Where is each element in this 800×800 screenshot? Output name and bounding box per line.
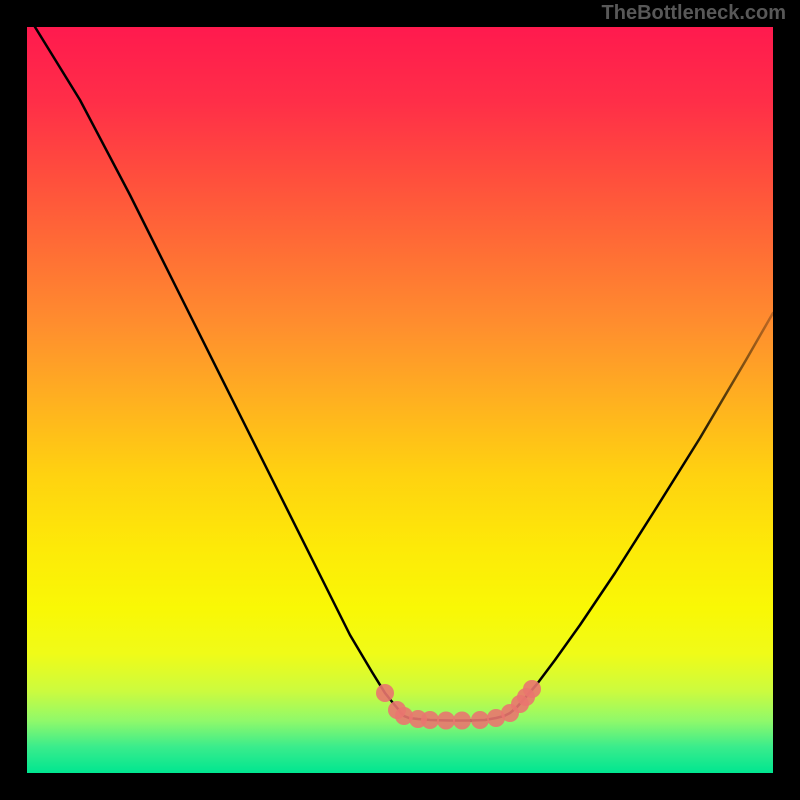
curve-marker [376,684,394,702]
plot-area [27,27,773,773]
curve-marker [471,711,489,729]
watermark-text: TheBottleneck.com [602,2,786,25]
curve-marker [523,680,541,698]
chart-svg [27,27,773,773]
curve-marker [437,712,455,730]
curve-marker [421,711,439,729]
curve-markers [376,680,541,730]
bottleneck-curve [35,27,773,721]
curve-marker [453,712,471,730]
chart-frame: TheBottleneck.com [0,0,800,800]
